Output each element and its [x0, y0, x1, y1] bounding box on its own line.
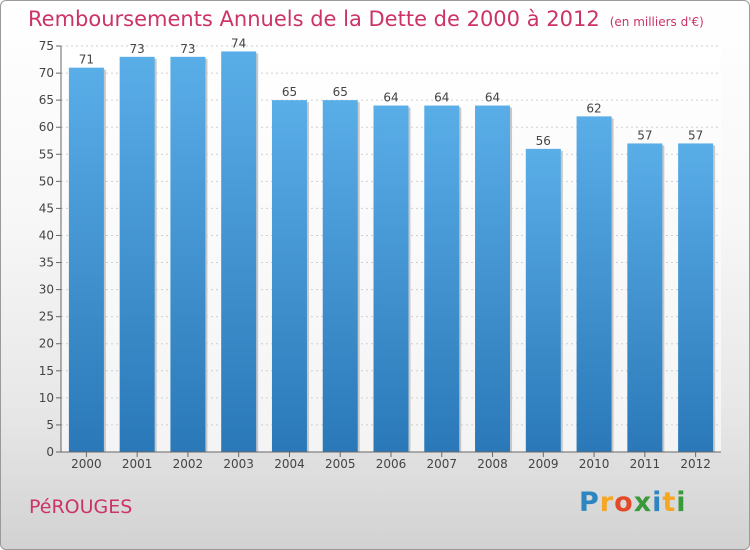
y-tick-label: 10: [39, 391, 54, 405]
data-label: 57: [637, 128, 652, 142]
brand-letter: P: [579, 487, 600, 518]
x-tick-label: 2003: [223, 457, 254, 471]
x-tick-label: 2007: [426, 457, 457, 471]
chart-unit: (en milliers d'€): [609, 15, 704, 29]
bar: [170, 56, 206, 453]
y-tick-label: 20: [39, 337, 54, 351]
y-tick-label: 70: [39, 66, 54, 80]
bar: [475, 105, 511, 453]
brand-letter: i: [652, 487, 663, 518]
y-tick-label: 25: [39, 310, 54, 324]
y-tick-label: 75: [39, 39, 54, 53]
x-tick-label: 2006: [376, 457, 407, 471]
y-tick-label: 15: [39, 364, 54, 378]
bar: [525, 148, 561, 452]
brand-letter: t: [662, 487, 677, 518]
y-tick-label: 30: [39, 283, 54, 297]
brand-letter: r: [599, 487, 615, 518]
bar: [322, 100, 358, 452]
x-tick-label: 2000: [71, 457, 102, 471]
data-label: 65: [282, 85, 297, 99]
bar-layer: 71 73 73 74 65 65 64 64 64 56 62 57 57: [68, 36, 716, 453]
x-tick-label: 2012: [680, 457, 711, 471]
x-tick-label: 2001: [122, 457, 153, 471]
data-label: 73: [130, 42, 145, 56]
data-label: 62: [586, 101, 601, 115]
x-tick-label: 2008: [477, 457, 508, 471]
y-tick-label: 5: [46, 418, 54, 432]
data-label: 64: [434, 91, 449, 105]
chart-title: Remboursements Annuels de la Dette de 20…: [28, 7, 600, 31]
bar: [119, 56, 155, 453]
x-tick-label: 2004: [274, 457, 305, 471]
brand-logo: Proxiti: [579, 487, 687, 518]
title-row: Remboursements Annuels de la Dette de 20…: [28, 7, 704, 31]
axis-layer: 0 5 10 15 20 25 30 35 40 45 50 55 60 65 70 75 2000 2001 20…: [39, 39, 721, 471]
y-tick-label: 40: [39, 228, 54, 242]
x-tick-label: 2002: [173, 457, 204, 471]
data-label: 74: [231, 36, 246, 50]
x-tick-label: 2009: [528, 457, 559, 471]
bar: [424, 105, 460, 453]
x-tick-label: 2011: [630, 457, 661, 471]
data-label: 71: [79, 53, 94, 67]
data-label: 57: [688, 128, 703, 142]
x-tick-label: 2005: [325, 457, 356, 471]
bar: [576, 116, 612, 452]
data-label: 56: [536, 134, 551, 148]
y-tick-label: 45: [39, 201, 54, 215]
y-tick-label: 60: [39, 120, 54, 134]
y-tick-label: 50: [39, 174, 54, 188]
data-label: 64: [485, 91, 500, 105]
data-label: 73: [180, 42, 195, 56]
y-tick-label: 35: [39, 256, 54, 270]
y-tick-label: 65: [39, 93, 54, 107]
y-tick-label: 55: [39, 147, 54, 161]
data-label: 64: [383, 91, 398, 105]
bar: [678, 143, 714, 452]
bar: [221, 51, 257, 453]
data-label: 65: [333, 85, 348, 99]
bar: [271, 100, 307, 452]
brand-letter: o: [614, 487, 634, 518]
x-tick-label: 2010: [579, 457, 610, 471]
y-tick-label: 0: [46, 445, 54, 459]
bar: [68, 67, 104, 453]
brand-letter: i: [676, 487, 687, 518]
bar: [373, 105, 409, 453]
bar: [627, 143, 663, 452]
brand-letter: x: [633, 487, 653, 518]
town-name: PéROUGES: [29, 496, 133, 518]
